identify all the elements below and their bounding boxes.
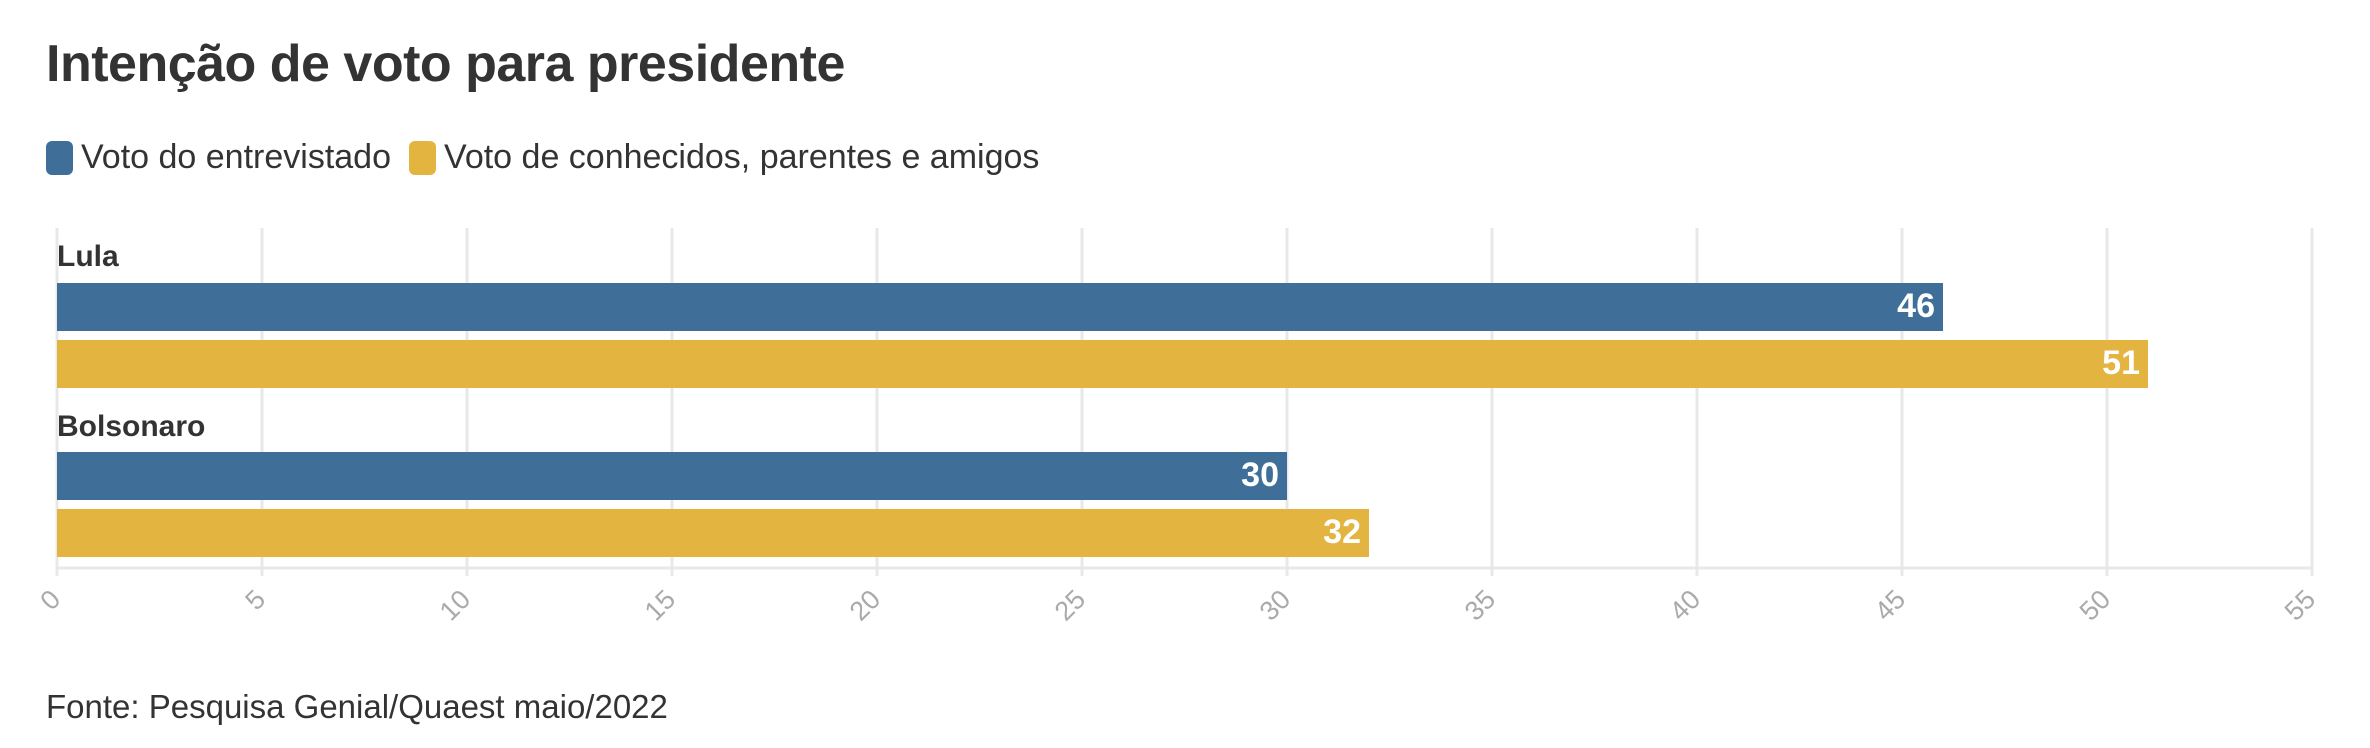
- data-label: 46: [1897, 287, 1935, 325]
- x-tick-label: 5: [239, 584, 271, 616]
- bar: [57, 340, 2148, 388]
- legend-item-series-2: Voto de conhecidos, parentes e amigos: [409, 138, 1039, 177]
- data-label: 32: [1323, 513, 1361, 551]
- data-label: 51: [2102, 344, 2140, 382]
- x-tick-label: 30: [1254, 584, 1296, 626]
- x-tick-label: 0: [34, 584, 66, 616]
- x-tick-label: 15: [639, 584, 681, 626]
- category-label: Lula: [57, 240, 119, 273]
- legend: Voto do entrevistado Voto de conhecidos,…: [46, 138, 1057, 177]
- bar: [57, 283, 1943, 331]
- legend-swatch-series-1: [46, 140, 73, 175]
- x-tick-label: 55: [2279, 584, 2321, 626]
- x-tick-label: 35: [1459, 584, 1501, 626]
- legend-item-series-1: Voto do entrevistado: [46, 138, 391, 177]
- x-tick-label: 20: [844, 584, 886, 626]
- legend-label-series-1: Voto do entrevistado: [81, 138, 392, 176]
- bar-chart: 0 5 10 15 20 25 30 35 40 45 50 55 Lula 46 51 Bolsonaro 3…: [34, 228, 2321, 627]
- x-tick-label: 45: [1869, 584, 1911, 626]
- legend-swatch-series-2: [409, 140, 437, 175]
- x-tick-label: 50: [2074, 584, 2116, 626]
- x-tick-label: 10: [434, 584, 476, 626]
- bar: [57, 509, 1369, 557]
- chart-title: Intenção de voto para presidente: [46, 35, 845, 93]
- x-tick-label: 25: [1049, 584, 1091, 626]
- category-label: Bolsonaro: [57, 410, 205, 443]
- x-tick-label: 40: [1664, 584, 1706, 626]
- source-note: Fonte: Pesquisa Genial/Quaest maio/2022: [46, 688, 668, 725]
- legend-label-series-2: Voto de conhecidos, parentes e amigos: [444, 138, 1040, 176]
- bar: [57, 452, 1287, 500]
- data-label: 30: [1241, 456, 1279, 494]
